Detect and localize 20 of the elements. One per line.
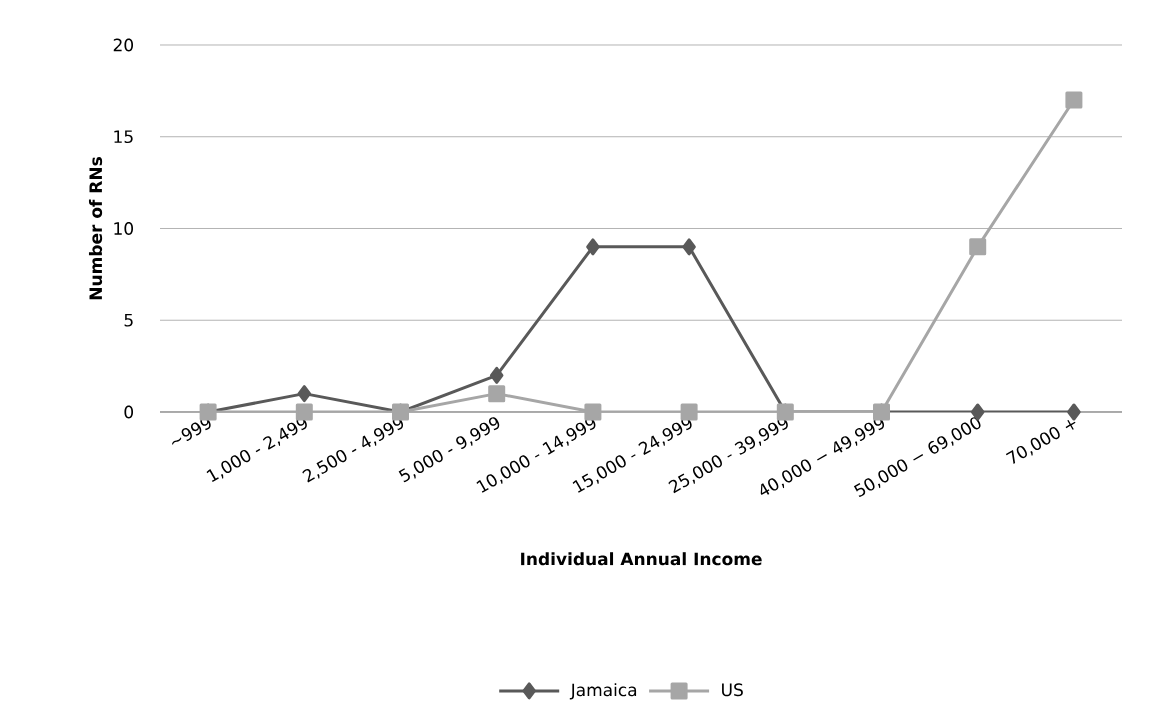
x-axis-title: Individual Annual Income (521, 552, 762, 566)
point (682, 238, 696, 256)
point (586, 238, 600, 256)
y-tick-label: 15 (114, 130, 133, 144)
point (680, 403, 698, 421)
point (584, 403, 602, 421)
legend-label: Jamaica (569, 683, 637, 700)
y-axis-title: Number of RNs (88, 157, 103, 300)
point (295, 403, 313, 421)
point (297, 385, 312, 403)
point (1067, 403, 1081, 421)
y-tick-label: 20 (113, 38, 134, 52)
point (969, 238, 987, 256)
point (489, 366, 504, 384)
point (1065, 91, 1083, 109)
legend-label: US (722, 683, 743, 697)
y-tick-label: 0 (124, 405, 134, 419)
point (488, 385, 506, 403)
y-tick-label: 10 (114, 222, 134, 235)
y-tick-label: 5 (124, 313, 133, 327)
